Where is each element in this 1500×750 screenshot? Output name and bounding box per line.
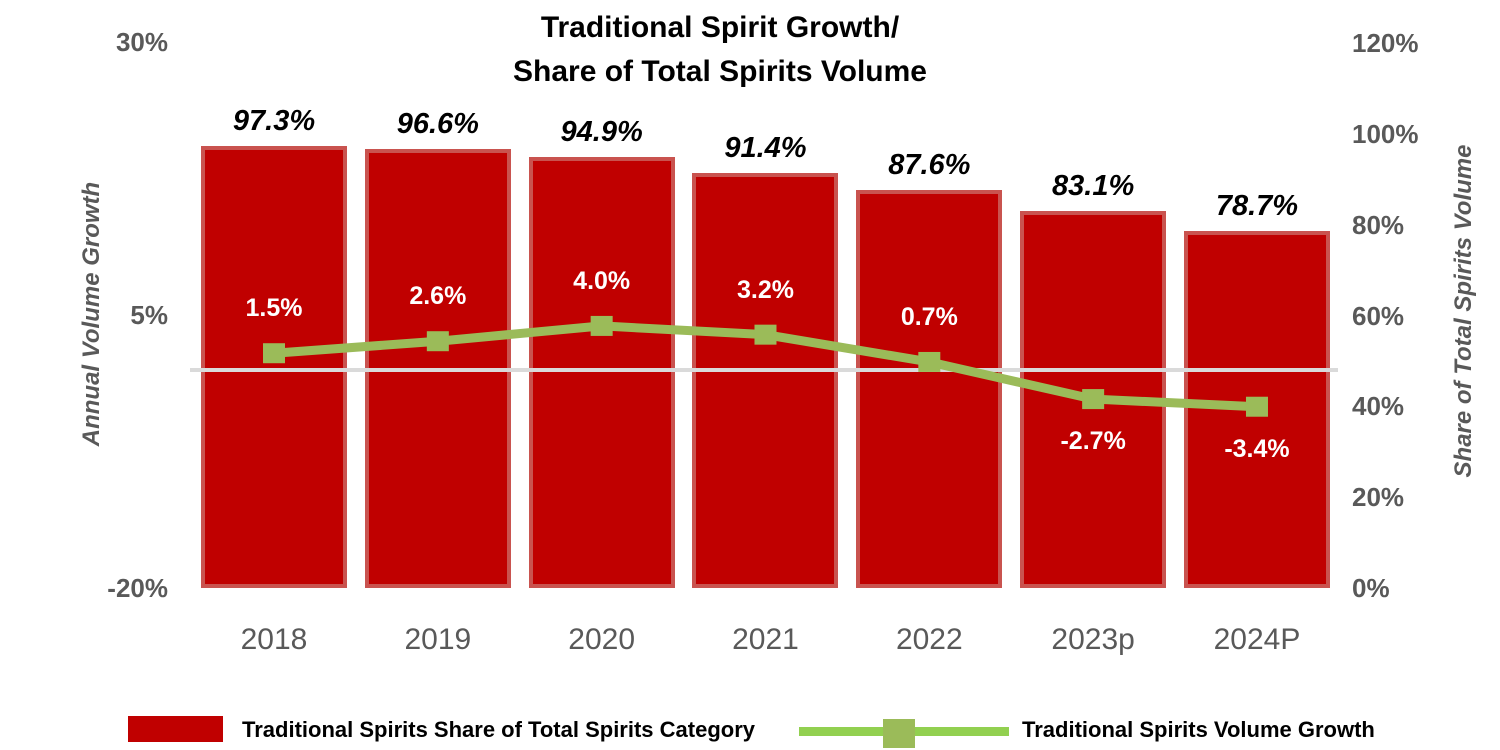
growth-line-marker bbox=[426, 331, 449, 352]
right-axis-tick: 60% bbox=[1352, 300, 1405, 331]
x-axis-label: 2024P bbox=[1213, 623, 1301, 656]
x-axis-label: 2018 bbox=[240, 623, 308, 656]
x-axis-label: 2021 bbox=[732, 623, 799, 656]
left-axis-tick: 30% bbox=[115, 27, 168, 57]
left-axis-tick: 5% bbox=[130, 300, 168, 330]
x-axis-label: 2022 bbox=[895, 623, 963, 656]
line-value-label: 2.6% bbox=[409, 282, 467, 311]
line-value-label: 1.5% bbox=[245, 294, 303, 323]
legend-label-share: Traditional Spirits Share of Total Spiri… bbox=[242, 717, 756, 742]
chart-title: Traditional Spirit Growth/ Share of Tota… bbox=[0, 6, 1440, 94]
right-axis-tick: 0% bbox=[1352, 573, 1390, 603]
growth-line-marker bbox=[754, 324, 777, 345]
bar-value-label: 78.7% bbox=[1215, 189, 1299, 222]
left-axis-tick: -20% bbox=[107, 573, 168, 603]
legend-bar-swatch bbox=[128, 716, 223, 742]
x-axis-label: 2023p bbox=[1051, 623, 1135, 656]
bar-value-label: 91.4% bbox=[724, 131, 807, 164]
line-value-label: 3.2% bbox=[736, 275, 794, 304]
line-value-label: -3.4% bbox=[1224, 434, 1290, 463]
growth-line-marker bbox=[1245, 396, 1268, 417]
line-value-label: 0.7% bbox=[900, 302, 958, 331]
x-axis-label: 2019 bbox=[404, 623, 472, 656]
zero-gridline bbox=[190, 367, 1338, 372]
growth-line-marker bbox=[263, 343, 285, 364]
right-axis-tick: 20% bbox=[1352, 482, 1405, 513]
bar-value-label: 94.9% bbox=[560, 115, 643, 148]
right-axis-tick: 40% bbox=[1352, 391, 1405, 422]
growth-line-marker bbox=[590, 315, 613, 336]
bar-2021 bbox=[692, 172, 839, 588]
x-axis-label: 2020 bbox=[568, 623, 636, 656]
chart-title-line-1: Traditional Spirit Growth/ bbox=[540, 11, 900, 44]
chart-title-line-2: Share of Total Spirits Volume bbox=[513, 55, 927, 88]
bar-2022 bbox=[856, 190, 1003, 588]
bar-value-label: 97.3% bbox=[232, 105, 316, 138]
line-value-label: 4.0% bbox=[573, 266, 631, 295]
growth-line-marker bbox=[1082, 389, 1105, 410]
bar-value-label: 83.1% bbox=[1052, 169, 1135, 202]
legend-label-growth: Traditional Spirits Volume Growth bbox=[1022, 717, 1375, 742]
bar-2018 bbox=[201, 146, 347, 588]
legend-line-marker-icon bbox=[883, 719, 915, 748]
line-value-label: -2.7% bbox=[1060, 427, 1126, 456]
bar-value-label: 96.6% bbox=[396, 108, 479, 141]
bar-value-label: 87.6% bbox=[888, 149, 971, 182]
bar-2020 bbox=[528, 156, 675, 588]
right-axis-tick: 80% bbox=[1352, 209, 1405, 240]
growth-line-marker bbox=[918, 351, 941, 372]
right-axis-tick: 100% bbox=[1352, 118, 1419, 149]
right-axis-tick: 120% bbox=[1352, 28, 1419, 58]
